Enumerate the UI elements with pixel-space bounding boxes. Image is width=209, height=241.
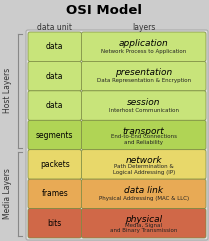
FancyBboxPatch shape [81,61,206,91]
Text: presentation: presentation [115,68,172,77]
Text: data: data [46,42,64,51]
FancyBboxPatch shape [28,91,81,120]
FancyBboxPatch shape [81,179,206,208]
Text: Media, Signal
and Binary Transmission: Media, Signal and Binary Transmission [110,223,177,233]
Text: End-to-End Connections
and Reliability: End-to-End Connections and Reliability [111,134,177,145]
Text: Media Layers: Media Layers [4,168,13,219]
Text: physical: physical [125,215,162,224]
FancyBboxPatch shape [28,120,81,150]
Text: layers: layers [132,22,155,32]
Text: data unit: data unit [37,22,72,32]
Text: data link: data link [124,186,163,195]
FancyBboxPatch shape [28,61,81,91]
FancyBboxPatch shape [81,91,206,120]
Text: Data Representation & Encryption: Data Representation & Encryption [97,78,191,83]
Text: Interhost Communication: Interhost Communication [109,108,179,113]
Text: data: data [46,101,64,110]
FancyBboxPatch shape [26,30,208,240]
FancyBboxPatch shape [81,120,206,150]
Text: session: session [127,98,161,107]
Text: network: network [125,156,162,165]
FancyBboxPatch shape [81,150,206,179]
FancyBboxPatch shape [28,32,81,61]
Text: data: data [46,72,64,81]
FancyBboxPatch shape [81,32,206,61]
Text: Path Determination &
Logical Addressing (IP): Path Determination & Logical Addressing … [113,164,175,174]
Text: Network Process to Application: Network Process to Application [101,49,186,54]
Text: transport: transport [123,127,164,136]
FancyBboxPatch shape [81,208,206,238]
Text: OSI Model: OSI Model [66,5,143,18]
FancyBboxPatch shape [28,179,81,208]
Text: frames: frames [41,189,68,198]
Text: segments: segments [36,130,73,140]
Text: packets: packets [40,160,70,169]
FancyBboxPatch shape [28,150,81,179]
Text: bits: bits [48,219,62,228]
Text: Physical Addressing (MAC & LLC): Physical Addressing (MAC & LLC) [99,196,189,201]
FancyBboxPatch shape [28,208,81,238]
Text: application: application [119,39,169,48]
Text: Host Layers: Host Layers [4,68,13,114]
